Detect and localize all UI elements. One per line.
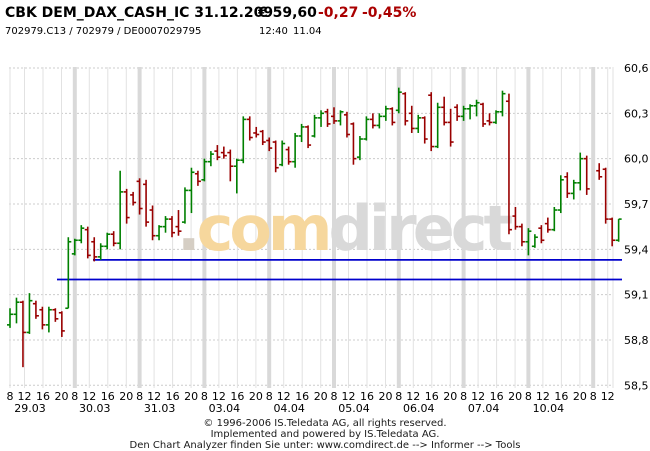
svg-text:07.04: 07.04 bbox=[468, 402, 500, 415]
svg-text:16: 16 bbox=[490, 390, 504, 403]
quote-time: 12:40 bbox=[259, 26, 288, 37]
svg-text:31.03: 31.03 bbox=[144, 402, 176, 415]
svg-text:16: 16 bbox=[554, 390, 568, 403]
svg-text:12: 12 bbox=[601, 390, 615, 403]
svg-text:16: 16 bbox=[36, 390, 50, 403]
svg-text:16: 16 bbox=[360, 390, 374, 403]
svg-text:12: 12 bbox=[406, 390, 420, 403]
svg-text:16: 16 bbox=[295, 390, 309, 403]
svg-text:8: 8 bbox=[331, 390, 338, 403]
chart-analyzer-hint: Den Chart Analyzer finden Sie unter: www… bbox=[129, 440, 521, 451]
svg-text:20: 20 bbox=[379, 390, 393, 403]
svg-text:12: 12 bbox=[471, 390, 485, 403]
horizontal-gridlines bbox=[9, 67, 613, 386]
svg-text:12: 12 bbox=[212, 390, 226, 403]
support-lines bbox=[57, 258, 622, 281]
copyright-line: © 1996-2006 IS.Teledata AG, all rights r… bbox=[203, 418, 447, 429]
svg-text:8: 8 bbox=[590, 390, 597, 403]
svg-text:16: 16 bbox=[230, 390, 244, 403]
svg-text:12: 12 bbox=[147, 390, 161, 403]
svg-text:60,6: 60,6 bbox=[624, 62, 649, 75]
svg-text:20: 20 bbox=[508, 390, 522, 403]
svg-text:03.04: 03.04 bbox=[209, 402, 241, 415]
svg-text:58,5: 58,5 bbox=[624, 379, 649, 392]
vertical-gridlines bbox=[9, 67, 614, 388]
svg-text:12: 12 bbox=[536, 390, 550, 403]
svg-text:29.03: 29.03 bbox=[14, 402, 46, 415]
svg-text:16: 16 bbox=[101, 390, 115, 403]
svg-text:59,4: 59,4 bbox=[624, 243, 649, 256]
svg-text:06.04: 06.04 bbox=[403, 402, 435, 415]
svg-text:12: 12 bbox=[82, 390, 96, 403]
quote-date: 11.04 bbox=[293, 26, 322, 37]
svg-text:16: 16 bbox=[166, 390, 180, 403]
svg-text:60,0: 60,0 bbox=[624, 153, 649, 166]
svg-text:8: 8 bbox=[136, 390, 143, 403]
svg-text:8: 8 bbox=[71, 390, 78, 403]
svg-text:30.03: 30.03 bbox=[79, 402, 111, 415]
svg-text:04.04: 04.04 bbox=[273, 402, 305, 415]
instrument-title: CBK DEM_DAX_CASH_IC 31.12.209 bbox=[5, 5, 274, 21]
svg-text:8: 8 bbox=[266, 390, 273, 403]
svg-text:20: 20 bbox=[573, 390, 587, 403]
svg-text:8: 8 bbox=[460, 390, 467, 403]
svg-text:60,3: 60,3 bbox=[624, 107, 649, 120]
svg-text:20: 20 bbox=[249, 390, 263, 403]
comdirect-watermark: .comdirect bbox=[177, 192, 517, 265]
change-percent: -0,45% bbox=[362, 5, 417, 21]
instrument-identifiers: 702979.C13 / 702979 / DE0007029795 bbox=[5, 26, 202, 37]
svg-text:16: 16 bbox=[425, 390, 439, 403]
svg-text:20: 20 bbox=[314, 390, 328, 403]
svg-text:8: 8 bbox=[201, 390, 208, 403]
change-absolute: -0,27 bbox=[318, 5, 359, 21]
y-axis-labels: 60,6 60,3 60,0 59,7 59,4 59,1 58,8 58,5 bbox=[624, 62, 649, 392]
svg-text:59,1: 59,1 bbox=[624, 289, 649, 302]
svg-text:58,8: 58,8 bbox=[624, 334, 649, 347]
svg-text:20: 20 bbox=[443, 390, 457, 403]
svg-text:.comdirect: .comdirect bbox=[177, 192, 513, 265]
svg-text:12: 12 bbox=[277, 390, 291, 403]
ohlc-bars bbox=[7, 87, 622, 368]
svg-text:59,7: 59,7 bbox=[624, 198, 649, 211]
svg-text:8: 8 bbox=[525, 390, 532, 403]
powered-by-line: Implemented and powered by IS.Teledata A… bbox=[210, 429, 440, 440]
svg-text:8: 8 bbox=[395, 390, 402, 403]
svg-text:05.04: 05.04 bbox=[338, 402, 370, 415]
svg-text:12: 12 bbox=[342, 390, 356, 403]
last-price: € 59,60 bbox=[258, 5, 317, 21]
svg-text:20: 20 bbox=[119, 390, 133, 403]
svg-text:10.04: 10.04 bbox=[533, 402, 565, 415]
svg-text:12: 12 bbox=[18, 390, 32, 403]
svg-text:20: 20 bbox=[184, 390, 198, 403]
svg-text:8: 8 bbox=[7, 390, 14, 403]
svg-text:20: 20 bbox=[55, 390, 69, 403]
